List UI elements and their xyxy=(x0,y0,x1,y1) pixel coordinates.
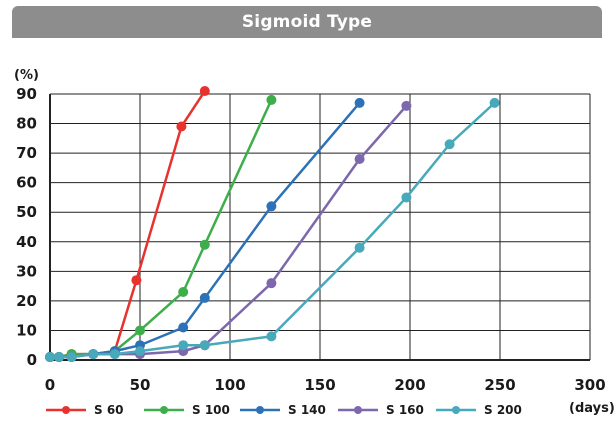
data-point xyxy=(354,154,365,165)
legend-label: S 100 xyxy=(192,403,230,417)
data-point xyxy=(354,242,365,253)
legend-swatch-marker xyxy=(256,406,264,414)
series-lines xyxy=(50,90,496,359)
chart-grid xyxy=(49,93,591,361)
legend-label: S 60 xyxy=(94,403,124,417)
legend-swatch-marker xyxy=(452,406,460,414)
data-point xyxy=(176,121,187,132)
data-point xyxy=(199,340,210,351)
data-point xyxy=(444,139,455,150)
y-tick-label: 40 xyxy=(16,233,37,251)
data-point xyxy=(178,287,189,298)
data-point xyxy=(401,100,412,111)
legend-swatch-marker xyxy=(160,406,168,414)
series-line xyxy=(50,102,361,359)
chart-title: Sigmoid Type xyxy=(241,12,373,32)
data-point xyxy=(199,292,210,303)
legend-label: S 200 xyxy=(484,403,522,417)
data-point xyxy=(88,349,99,360)
legend-swatch-marker xyxy=(62,406,70,414)
x-axis-tick-labels: 0 50 100 150 200 250 300 xyxy=(45,376,606,394)
y-tick-label: 20 xyxy=(16,292,37,310)
legend-label: S 160 xyxy=(386,403,424,417)
data-point xyxy=(266,331,277,342)
y-tick-label: 0 xyxy=(27,351,37,369)
data-point xyxy=(45,352,55,363)
y-axis-unit-label: (%) xyxy=(14,68,39,83)
legend-label: S 140 xyxy=(288,403,326,417)
series-line xyxy=(50,99,273,359)
data-point xyxy=(489,97,500,108)
x-axis-unit-label: (days) xyxy=(569,401,615,416)
x-tick-label: 0 xyxy=(45,376,55,394)
x-tick-label: 100 xyxy=(214,376,245,394)
y-tick-label: 30 xyxy=(16,262,37,280)
data-point xyxy=(199,86,210,97)
y-tick-label: 60 xyxy=(16,174,37,192)
data-point xyxy=(266,94,277,105)
y-tick-label: 80 xyxy=(16,115,37,133)
y-tick-label: 10 xyxy=(16,321,37,339)
data-point xyxy=(109,349,120,360)
x-tick-label: 200 xyxy=(394,376,425,394)
data-point xyxy=(199,239,210,250)
data-point xyxy=(178,340,189,351)
y-tick-label: 50 xyxy=(16,203,37,221)
series-line xyxy=(50,101,496,359)
chart-legend: S 60 S 100 S 140 S 160 S 200 xyxy=(46,403,522,417)
data-point xyxy=(178,322,189,333)
y-tick-label: 70 xyxy=(16,144,37,162)
x-tick-label: 300 xyxy=(574,376,605,394)
data-point xyxy=(401,192,412,203)
legend-swatch-marker xyxy=(354,406,362,414)
data-point xyxy=(135,325,145,336)
data-point xyxy=(266,278,277,289)
y-tick-label: 90 xyxy=(16,85,37,103)
series-line xyxy=(50,104,408,359)
x-tick-label: 50 xyxy=(130,376,151,394)
data-point xyxy=(54,352,64,363)
data-point xyxy=(135,346,145,357)
data-point xyxy=(66,352,77,363)
y-axis-tick-labels: 0 10 20 30 40 50 60 70 80 90 xyxy=(16,85,37,369)
x-tick-label: 250 xyxy=(484,376,515,394)
x-tick-label: 150 xyxy=(304,376,335,394)
chart-title-bar: Sigmoid Type xyxy=(12,6,602,38)
data-point xyxy=(354,97,365,108)
series-points xyxy=(45,86,500,363)
data-point xyxy=(131,275,142,286)
data-point xyxy=(266,201,277,212)
